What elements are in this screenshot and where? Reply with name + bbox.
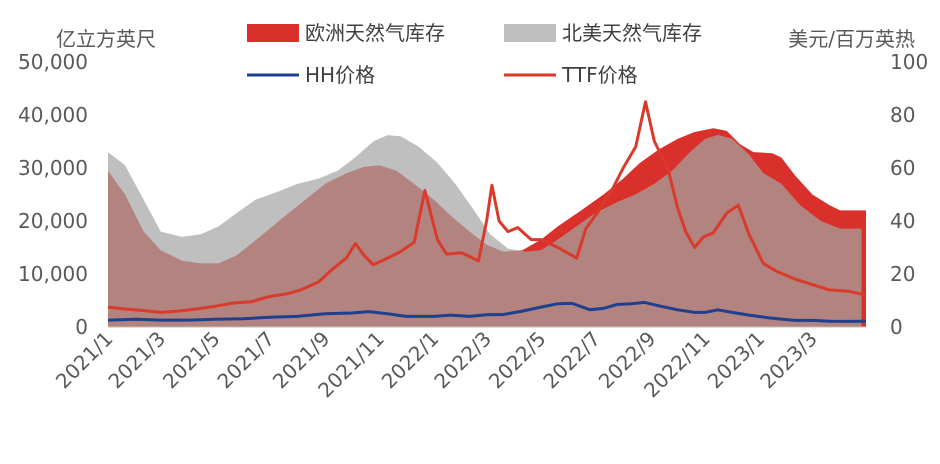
- y-left-tick-label: 30,000: [18, 156, 88, 180]
- x-tick-label: 2023/1: [703, 327, 770, 394]
- x-tick-label: 2022/3: [429, 327, 496, 394]
- left-axis-unit: 亿立方英尺: [56, 27, 156, 51]
- storage-areas: [108, 128, 866, 327]
- x-tick-label: 2021/5: [158, 327, 225, 394]
- ttf-legend-label: TTF价格: [561, 63, 638, 87]
- storage-overlap-area: [108, 135, 862, 327]
- y-right-tick-label: 100: [890, 50, 928, 74]
- y-left-tick-label: 10,000: [18, 262, 88, 286]
- y-left-tick-label: 0: [75, 315, 88, 339]
- x-tick-label: 2022/7: [538, 327, 605, 394]
- y-left-tick-label: 20,000: [18, 209, 88, 233]
- price-lines: [107, 100, 867, 323]
- y-right-tick-label: 0: [890, 315, 903, 339]
- x-tick-label: 2022/1: [377, 327, 444, 394]
- y-right-tick-label: 80: [890, 103, 915, 127]
- eu-storage-legend-label: 欧洲天然气库存: [305, 21, 445, 45]
- x-tick-label: 2021/3: [103, 327, 170, 394]
- y-left-tick-label: 50,000: [18, 50, 88, 74]
- x-tick-label: 2021/7: [212, 327, 279, 394]
- us-storage-legend-label: 北美天然气库存: [562, 21, 702, 45]
- y-right-tick-label: 20: [890, 262, 915, 286]
- ttf-price-line: [107, 100, 867, 314]
- hh-legend-label: HH价格: [305, 63, 375, 87]
- eu-storage-legend-swatch: [247, 24, 299, 42]
- x-tick-label: 2023/3: [755, 327, 822, 394]
- y-right-tick-label: 40: [890, 209, 915, 233]
- right-axis-unit: 美元/百万英热: [788, 27, 915, 51]
- us-storage-legend-swatch: [504, 24, 556, 42]
- y-right-tick-label: 60: [890, 156, 915, 180]
- x-tick-label: 2022/5: [484, 327, 551, 394]
- legend: 欧洲天然气库存 北美天然气库存 HH价格 TTF价格: [247, 21, 702, 87]
- y-left-tick-label: 40,000: [18, 103, 88, 127]
- hh-price-line: [107, 300, 867, 323]
